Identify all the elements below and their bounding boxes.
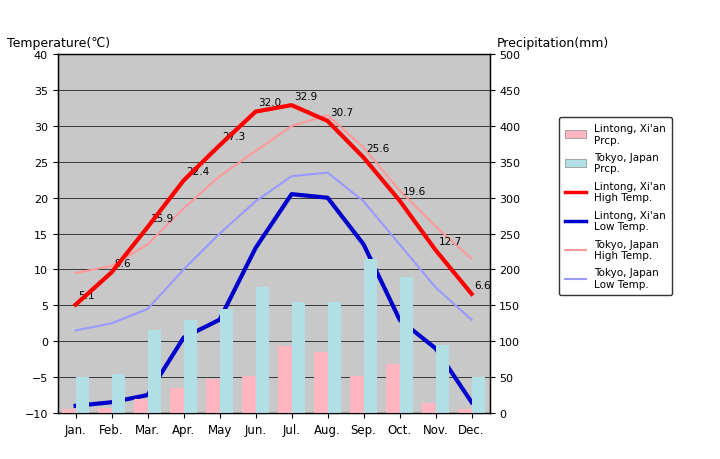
Bar <box>76 377 89 413</box>
Text: Precipitation(mm): Precipitation(mm) <box>497 37 609 50</box>
Bar <box>112 374 125 413</box>
Text: 32.9: 32.9 <box>294 92 318 102</box>
Bar <box>458 409 472 413</box>
Bar <box>386 364 400 413</box>
Bar <box>472 377 485 413</box>
Text: 9.6: 9.6 <box>114 258 131 269</box>
Text: 32.0: 32.0 <box>258 98 282 108</box>
Bar <box>278 347 292 413</box>
Bar <box>364 259 377 413</box>
Bar <box>436 345 449 413</box>
Bar <box>350 376 364 413</box>
Bar <box>98 408 112 413</box>
Bar <box>134 399 148 413</box>
Bar <box>292 302 305 413</box>
Bar <box>148 331 161 413</box>
Bar <box>62 409 76 413</box>
Text: 6.6: 6.6 <box>474 280 491 290</box>
Bar <box>314 352 328 413</box>
Text: 12.7: 12.7 <box>438 236 462 246</box>
Bar <box>256 288 269 413</box>
Text: 15.9: 15.9 <box>150 213 174 224</box>
Bar <box>206 379 220 413</box>
Text: 25.6: 25.6 <box>366 144 390 154</box>
Bar <box>170 388 184 413</box>
Text: 27.3: 27.3 <box>222 132 246 142</box>
Legend: Lintong, Xi'an
Prcp., Tokyo, Japan
Prcp., Lintong, Xi'an
High Temp., Lintong, Xi: Lintong, Xi'an Prcp., Tokyo, Japan Prcp.… <box>559 118 672 296</box>
Text: Temperature(℃): Temperature(℃) <box>7 37 110 50</box>
Bar <box>242 376 256 413</box>
Bar <box>328 302 341 413</box>
Text: 19.6: 19.6 <box>402 187 426 197</box>
Text: 5.1: 5.1 <box>78 291 95 301</box>
Bar <box>422 403 436 413</box>
Bar <box>184 320 197 413</box>
Bar <box>220 309 233 413</box>
Text: 30.7: 30.7 <box>330 107 354 118</box>
Bar <box>400 277 413 413</box>
Text: 22.4: 22.4 <box>186 167 210 177</box>
